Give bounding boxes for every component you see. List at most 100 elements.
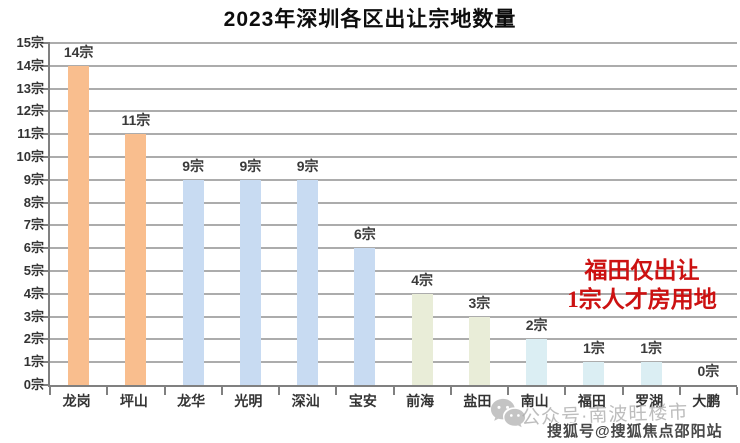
bar: [411, 293, 433, 385]
gridline: [50, 178, 737, 181]
bar: [68, 65, 90, 385]
y-tick-label: 6宗: [23, 240, 44, 256]
y-tick-label: 4宗: [23, 285, 44, 301]
bar: [468, 316, 490, 385]
x-axis-category-label: 罗湖: [635, 393, 664, 409]
x-tick: [564, 387, 567, 395]
x-axis-category-label: 盐田: [463, 393, 492, 409]
x-tick: [449, 387, 452, 395]
x-tick: [621, 387, 624, 395]
gridline: [50, 87, 737, 90]
bar-value-label: 0宗: [697, 363, 720, 379]
x-tick: [736, 387, 738, 395]
bar-value-label: 6宗: [353, 226, 376, 243]
x-axis-category-label: 宝安: [348, 393, 377, 409]
bar: [640, 362, 662, 385]
gridline: [50, 315, 737, 318]
y-tick-label: 7宗: [23, 217, 44, 233]
annotation-text: 福田仅出让 1宗人才房用地: [543, 256, 740, 314]
gridline: [50, 201, 737, 204]
gridline: [50, 133, 737, 136]
gridline: [50, 156, 737, 158]
y-tick-label: 2宗: [23, 331, 44, 347]
bar-value-label: 3宗: [468, 294, 491, 311]
bar: [354, 248, 376, 385]
gridline: [50, 247, 737, 250]
y-tick: [41, 42, 50, 44]
bar: [239, 179, 261, 385]
annotation-line1: 福田仅出让: [584, 258, 700, 283]
y-tick: [41, 361, 50, 364]
x-tick: [335, 387, 338, 395]
y-tick-label: 1宗: [23, 354, 44, 370]
x-axis-category-label: 福田: [577, 393, 606, 409]
gridline: [50, 224, 737, 227]
bar-value-label: 4宗: [411, 271, 434, 288]
x-axis-category-label: 龙岗: [62, 393, 91, 409]
y-tick: [41, 224, 50, 227]
bar: [182, 179, 204, 385]
y-tick-label: 3宗: [23, 308, 44, 324]
gridline: [50, 338, 737, 341]
x-axis-category-label: 光明: [234, 393, 263, 409]
y-tick: [41, 270, 50, 272]
x-tick: [392, 387, 395, 395]
y-tick: [41, 87, 50, 90]
y-tick: [41, 292, 50, 295]
y-tick-label: 14宗: [16, 57, 44, 73]
bar: [297, 179, 319, 385]
y-tick-label: 15宗: [16, 35, 44, 50]
gridline: [50, 64, 737, 67]
gridline: [50, 42, 737, 44]
x-tick: [163, 387, 166, 395]
y-tick-label: 5宗: [23, 263, 44, 278]
x-axis-category-label: 深汕: [291, 393, 320, 409]
x-axis-category-label: 大鹏: [692, 393, 721, 409]
y-tick-label: 13宗: [16, 80, 44, 96]
chart-title: 2023年深圳各区出让宗地数量: [223, 8, 517, 31]
x-tick: [678, 387, 681, 395]
y-tick: [41, 338, 50, 341]
y-tick-label: 8宗: [23, 194, 44, 210]
bar-value-label: 1宗: [640, 340, 663, 357]
x-axis-category-label: 南山: [520, 393, 549, 409]
y-tick: [41, 178, 50, 181]
y-tick-label: 0宗: [23, 377, 44, 392]
wechat-icon: [490, 398, 526, 428]
y-tick-label: 12宗: [16, 103, 44, 119]
bar-value-label: 9宗: [296, 157, 319, 174]
y-tick-label: 10宗: [16, 149, 44, 164]
x-axis-category-label: 龙华: [177, 393, 206, 409]
bar-value-label: 1宗: [582, 340, 605, 357]
x-tick: [507, 387, 509, 395]
x-tick: [278, 387, 280, 395]
x-tick: [220, 387, 223, 395]
bar-value-label: 11宗: [121, 112, 151, 129]
y-tick: [41, 384, 50, 386]
bar: [583, 362, 605, 385]
y-tick: [41, 64, 50, 67]
x-axis-category-label: 前海: [406, 393, 435, 409]
bar-value-label: 14宗: [63, 43, 94, 60]
bar: [125, 134, 147, 385]
y-tick: [41, 156, 50, 158]
y-tick-label: 11宗: [17, 126, 44, 142]
y-tick: [41, 110, 50, 113]
gridline: [50, 361, 737, 364]
sohu-watermark: 搜狐号@搜狐焦点邵阳站: [547, 423, 723, 440]
x-axis-category-label: 坪山: [119, 393, 148, 409]
gridline: [50, 110, 737, 113]
bar: [526, 339, 548, 385]
y-tick: [41, 201, 50, 204]
x-tick: [49, 387, 51, 395]
annotation-line2: 1宗人才房用地: [567, 287, 717, 312]
gridline: [50, 270, 737, 272]
gridline: [50, 292, 737, 295]
y-tick: [41, 247, 50, 250]
bar-value-label: 2宗: [525, 317, 548, 334]
y-tick-label: 9宗: [23, 171, 44, 187]
bar-value-label: 9宗: [239, 157, 262, 174]
plot-area: 14宗 11宗 9宗 9宗 9宗 6宗 4宗 3宗 2宗 1宗 1宗 0宗: [41, 42, 738, 395]
y-tick: [41, 315, 50, 318]
bar-value-label: 9宗: [182, 157, 205, 174]
